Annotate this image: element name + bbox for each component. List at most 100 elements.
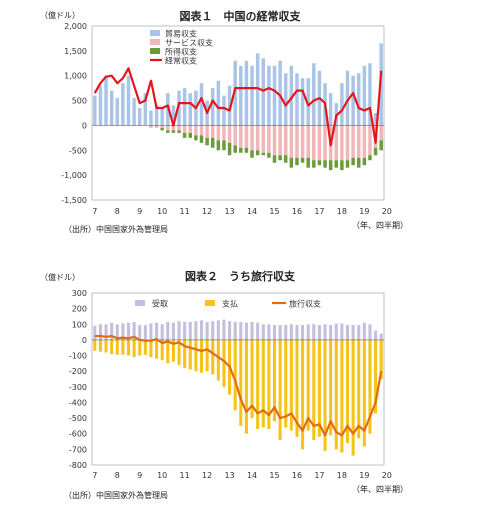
chart1-bar-trade [154,105,159,126]
chart1-bar-service [171,125,176,131]
chart2-bar-payments [379,339,383,379]
chart1-bar-trade [255,53,260,126]
chart1-bar-trade [109,90,114,126]
chart2-bar-receipts [244,322,248,340]
chart1-xtick-label: 7 [92,207,97,216]
chart1-legend-label: 貿易収支 [165,29,197,39]
chart1-bar-income [188,132,193,138]
chart2-bar-payments [317,339,321,437]
chart1-bar-service [340,125,344,161]
chart1-bar-service [312,125,316,161]
chart2-bar-payments [171,339,175,362]
chart1-ytick-label: 500 [72,97,87,106]
chart2-xtick-label: 15 [269,471,279,480]
chart1-bar-trade [239,65,243,126]
chart1-bar-service [289,125,294,158]
chart1-bar-income [255,150,260,156]
chart1-xtick-label: 9 [137,207,142,216]
chart1-bar-trade [340,83,344,126]
chart1-bar-income [368,155,372,161]
chart2-bar-payments [289,339,293,431]
chart1-xtick-label: 14 [247,207,257,216]
chart1-bar-income [177,130,181,133]
chart2-bar-payments [239,339,243,426]
chart1-bar-income [345,160,350,168]
chart1-bar-service [188,125,193,133]
chart2-bar-receipts [160,324,164,340]
chart2-bar-payments [374,339,378,414]
chart1-bar-trade [171,105,176,126]
chart1-bar-trade [356,73,361,126]
chart2-bar-receipts [362,322,366,340]
chart2-bar-payments [110,339,114,354]
chart2-bar-payments [261,339,265,428]
chart2-bar-payments [306,339,310,431]
chart1-bar-service [177,125,181,131]
chart2-bar-receipts [239,321,243,340]
chart1-bar-income [210,137,215,148]
chart1-bar-service [222,125,226,141]
chart1-bar-income [261,152,266,156]
chart2-ytick-label: -400 [69,398,87,407]
chart1-bar-service [368,125,372,156]
chart1-bar-income [199,135,204,143]
chart2-bar-receipts [199,320,204,340]
chart2-bar-payments [98,339,102,352]
chart1-bar-service [261,125,266,153]
chart1-bar-income [171,130,176,133]
chart2-bar-receipts [289,324,293,340]
chart1-xtick-label: 11 [180,207,190,216]
chart1-bar-service [345,125,350,161]
chart1-line-current-account [93,67,383,147]
chart1-ytick-label: 1,000 [64,72,87,81]
chart1-bar-trade [149,110,153,126]
chart1-bar-trade [93,95,97,126]
chart1-bar-income [250,150,254,158]
chart2-xtick-label: 18 [337,471,347,480]
chart1-bar-service [210,125,215,138]
chart2-bar-receipts [256,322,260,340]
chart2-bar-payments [188,339,192,370]
chart2-bar-payments [244,339,248,434]
chart1-bar-income [194,135,198,141]
chart1-bar-income [222,140,226,151]
chart2-bar-payments [104,339,108,353]
chart2-bar-payments [362,339,366,447]
chart1-bar-service [244,125,249,148]
chart2-bar-receipts [306,324,310,340]
chart1-bar-trade [132,98,136,126]
chart2-bar-payments [115,339,119,355]
chart2-bar-payments [284,339,288,428]
chart1-bar-service [334,125,339,161]
chart2-bar-payments [233,339,237,411]
chart2-bar-receipts [374,330,378,340]
chart1-bar-trade [362,65,367,126]
chart1-bar-service [379,125,383,141]
chart1-xtick-label: 18 [337,207,347,216]
chart2-bar-payments [222,339,226,387]
chart2-source: （出所）中国国家外為管理局 [64,491,168,500]
chart1-xtick-label: 8 [115,207,120,216]
chart1-bar-trade [216,80,221,126]
chart2-legend-label: 受取 [152,299,168,309]
chart1-bar-income [205,137,209,146]
chart2-bar-receipts [301,325,305,340]
chart2-bar-receipts [98,324,102,340]
chart1-bar-income [283,155,288,163]
chart1-bar-trade [222,95,226,126]
chart2-x-unit: （年、四半期） [352,485,408,494]
chart2-bar-receipts [126,322,131,340]
chart1-bar-service [255,125,260,151]
chart1-ytick-label: 0 [82,121,87,130]
chart2-xtick-label: 17 [314,471,324,480]
chart1-bar-income [334,160,339,168]
chart1-xtick-label: 16 [292,207,302,216]
chart1-bar-income [356,157,361,168]
chart1-bar-trade [227,85,232,126]
chart2-bar-payments [312,339,316,440]
chart2-ytick-label: -800 [69,461,87,470]
chart1-bar-trade [250,65,254,126]
chart1-bar-income [278,155,282,161]
chart1-bar-income [289,157,294,168]
chart1-panel: 図表１ 中国の経常収支 （億ドル） 2,000 1,500 1,000 500 0 -50… [0,0,480,250]
